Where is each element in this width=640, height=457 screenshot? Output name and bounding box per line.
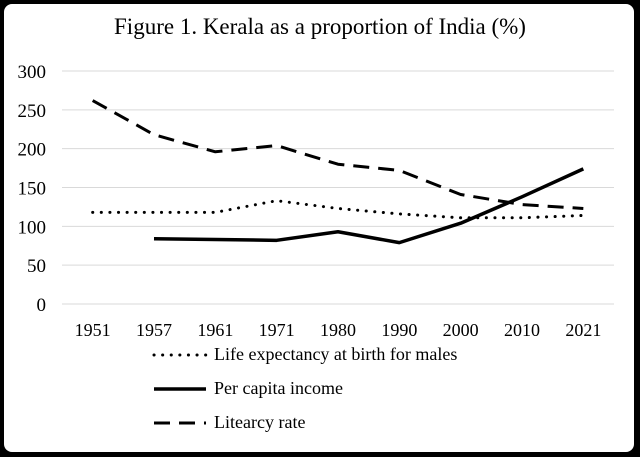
y-tick-label: 50 [27, 256, 46, 277]
legend-swatch [154, 386, 206, 391]
x-tick-label: 1971 [259, 320, 295, 340]
x-tick-label: 1951 [75, 320, 111, 340]
x-tick-label: 2010 [504, 320, 540, 340]
y-tick-label: 250 [18, 101, 47, 122]
y-tick-label: 150 [18, 179, 47, 200]
chart-title: Figure 1. Kerala as a proportion of Indi… [114, 14, 526, 39]
series-line [153, 167, 585, 245]
legend-item: Per capita income [150, 378, 343, 399]
series-line [91, 99, 584, 210]
x-tick-label: 2000 [443, 320, 479, 340]
legend-label: Per capita income [214, 378, 343, 398]
legend-swatch [154, 421, 206, 424]
x-tick-label: 1961 [197, 320, 233, 340]
legend-item: Litearcy rate [150, 412, 305, 433]
legend-swatch [152, 353, 208, 356]
x-tick-label: 1957 [136, 320, 172, 340]
y-tick-label: 100 [18, 217, 47, 238]
chart-panel [4, 4, 634, 452]
y-tick-label: 200 [18, 140, 47, 161]
x-tick-label: 1980 [320, 320, 356, 340]
legend-item: Life expectancy at birth for males [150, 344, 457, 365]
x-tick-label: 1990 [381, 320, 417, 340]
y-tick-label: 0 [37, 295, 47, 316]
legend-label: Litearcy rate [214, 412, 306, 432]
legend-label: Life expectancy at birth for males [214, 344, 458, 364]
y-tick-label: 300 [18, 62, 47, 83]
x-tick-label: 2021 [565, 320, 601, 340]
